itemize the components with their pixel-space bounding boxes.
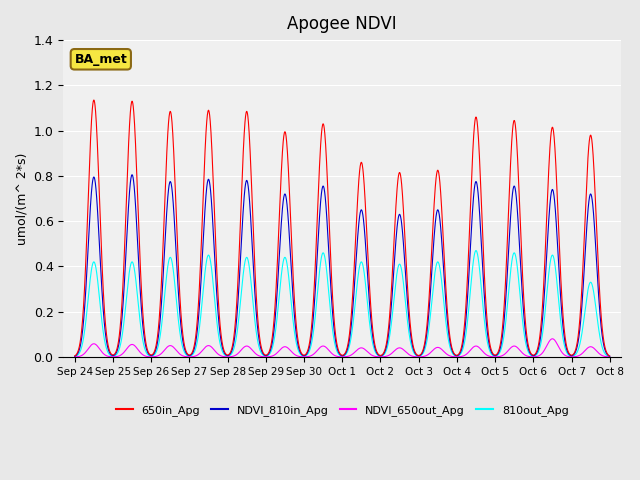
Text: BA_met: BA_met bbox=[74, 53, 127, 66]
Legend: 650in_Apg, NDVI_810in_Apg, NDVI_650out_Apg, 810out_Apg: 650in_Apg, NDVI_810in_Apg, NDVI_650out_A… bbox=[111, 400, 573, 420]
Y-axis label: umol/(m^ 2*s): umol/(m^ 2*s) bbox=[15, 152, 28, 245]
Title: Apogee NDVI: Apogee NDVI bbox=[287, 15, 397, 33]
